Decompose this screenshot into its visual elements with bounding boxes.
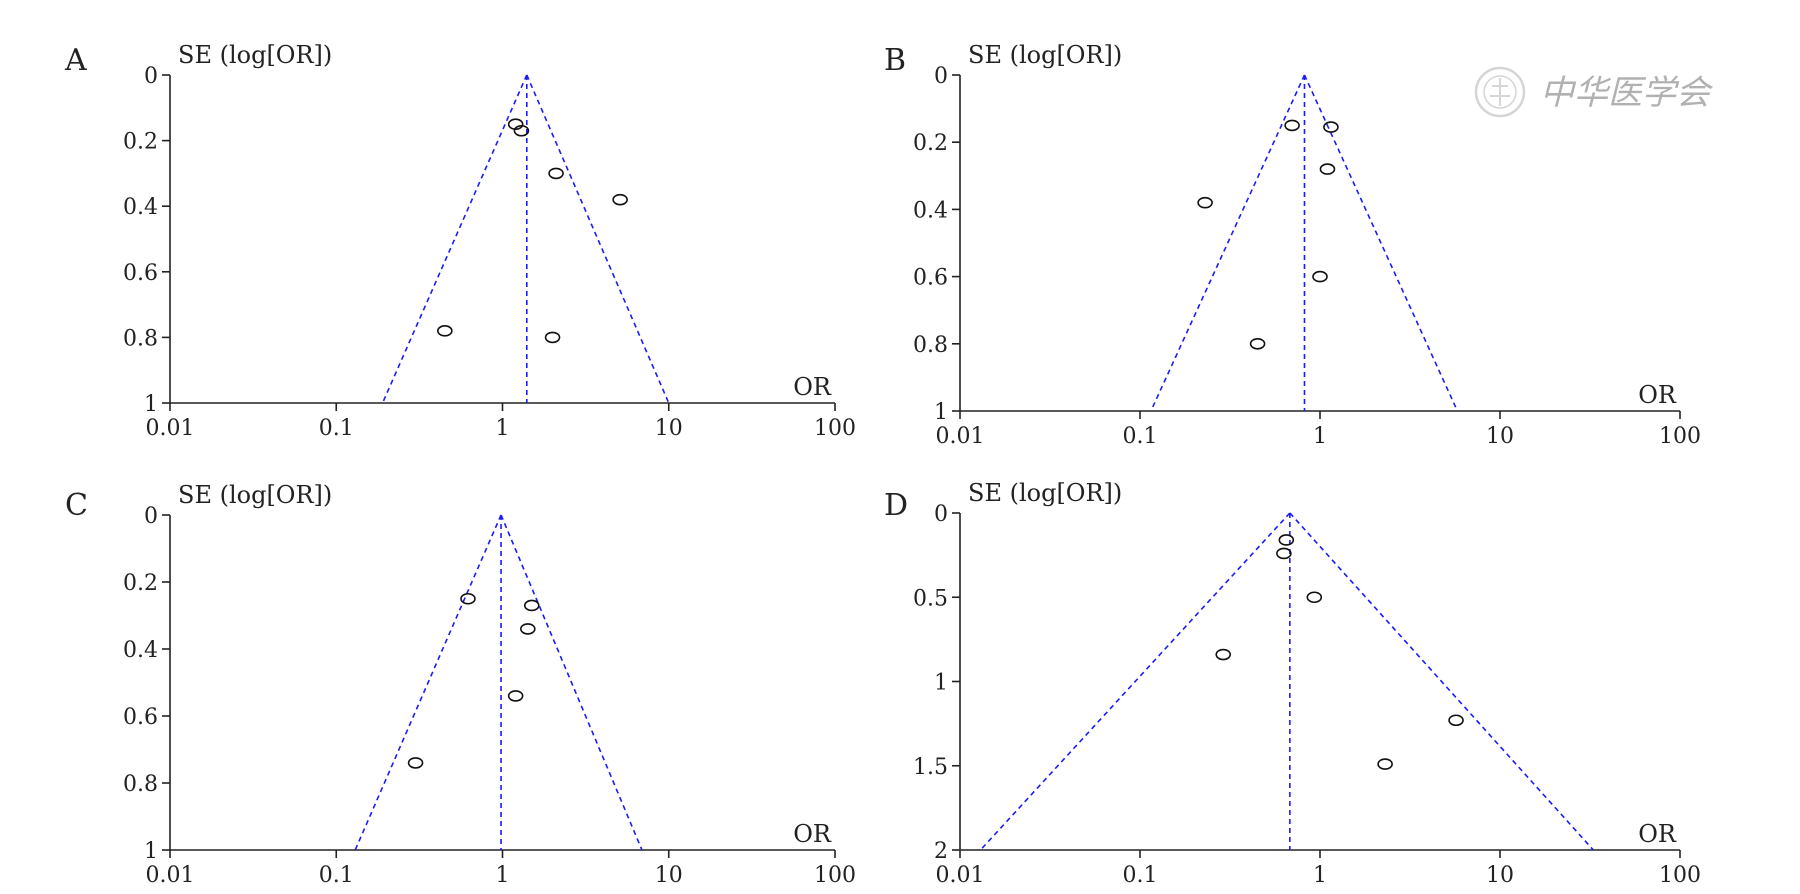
study-point bbox=[437, 325, 453, 337]
x-tick-label: 0.01 bbox=[146, 863, 195, 888]
funnel-left-boundary bbox=[381, 74, 528, 404]
y-tick-label: 1 bbox=[934, 400, 948, 425]
y-tick-label: 0.5 bbox=[913, 586, 948, 611]
y-tick-label: 0.2 bbox=[123, 130, 158, 155]
study-point bbox=[1306, 591, 1323, 604]
x-tick-label: 10 bbox=[655, 863, 683, 888]
x-tick-label: 100 bbox=[814, 416, 856, 441]
y-tick-label: 0.4 bbox=[123, 638, 158, 663]
study-point bbox=[612, 193, 628, 206]
study-point bbox=[548, 167, 564, 180]
y-tick-label: 2 bbox=[934, 839, 948, 864]
x-tick-label: 0.01 bbox=[936, 424, 985, 449]
study-point bbox=[460, 592, 476, 605]
panel-label: A bbox=[64, 43, 87, 78]
x-axis-title: OR bbox=[1638, 820, 1677, 848]
watermark-text: 中华医学会 bbox=[1540, 73, 1714, 113]
study-point bbox=[1448, 714, 1464, 727]
y-tick-label: 0.6 bbox=[913, 266, 948, 291]
x-tick-label: 10 bbox=[655, 416, 683, 441]
x-axis-title: OR bbox=[793, 820, 832, 848]
y-tick-label: 0.8 bbox=[123, 772, 158, 797]
x-axis-title: OR bbox=[793, 373, 832, 401]
y-tick-label: 0 bbox=[144, 64, 158, 89]
x-tick-label: 100 bbox=[814, 863, 856, 888]
study-point bbox=[523, 599, 540, 612]
study-point bbox=[513, 124, 530, 137]
watermark: 中华医学会 bbox=[1474, 66, 1714, 118]
y-axis-title: SE (log[OR]) bbox=[968, 479, 1122, 507]
study-point bbox=[507, 690, 524, 702]
y-tick-label: 0 bbox=[144, 504, 158, 529]
x-tick-label: 0.1 bbox=[319, 863, 354, 888]
funnel-right-boundary bbox=[1289, 512, 1594, 851]
y-tick-label: 1 bbox=[144, 392, 158, 417]
study-point bbox=[1197, 196, 1213, 209]
y-tick-label: 0.2 bbox=[123, 571, 158, 596]
funnel-left-boundary bbox=[354, 514, 502, 851]
x-tick-label: 1 bbox=[496, 863, 510, 888]
funnel-right-boundary bbox=[1303, 74, 1459, 412]
x-tick-label: 0.01 bbox=[146, 416, 195, 441]
y-axis-title: SE (log[OR]) bbox=[178, 481, 332, 509]
x-tick-label: 10 bbox=[1486, 863, 1514, 888]
funnel-right-boundary bbox=[526, 74, 670, 404]
funnel-left-boundary bbox=[979, 512, 1291, 851]
x-tick-label: 0.01 bbox=[936, 863, 985, 888]
y-tick-label: 0.8 bbox=[913, 333, 948, 358]
y-tick-label: 1 bbox=[934, 671, 948, 696]
x-tick-label: 100 bbox=[1659, 424, 1701, 449]
y-tick-label: 0.6 bbox=[123, 261, 158, 286]
x-tick-label: 10 bbox=[1486, 424, 1514, 449]
study-point bbox=[407, 757, 424, 769]
study-point bbox=[1215, 648, 1232, 661]
y-tick-label: 0.8 bbox=[123, 326, 158, 351]
study-point bbox=[1377, 758, 1393, 770]
funnel-plot-panel-d: D SE (log[OR]) OR 0 0.5 1 1.5 20.01 0.1 1 10 100 bbox=[884, 479, 1701, 888]
funnel-left-boundary bbox=[1150, 74, 1306, 412]
society-seal-icon bbox=[1474, 66, 1526, 118]
study-point bbox=[544, 331, 561, 344]
x-tick-label: 0.1 bbox=[319, 416, 354, 441]
panel-label: C bbox=[65, 488, 88, 523]
study-point bbox=[520, 623, 536, 635]
x-tick-label: 0.1 bbox=[1123, 424, 1158, 449]
panel-label: D bbox=[884, 488, 908, 523]
y-tick-label: 0.4 bbox=[913, 198, 948, 223]
x-tick-label: 1 bbox=[496, 416, 510, 441]
study-point bbox=[1319, 163, 1336, 175]
study-point bbox=[1323, 121, 1339, 133]
y-tick-label: 0.2 bbox=[913, 131, 948, 156]
x-axis-title: OR bbox=[1638, 381, 1677, 409]
y-axis-title: SE (log[OR]) bbox=[178, 41, 332, 69]
x-tick-label: 100 bbox=[1659, 863, 1701, 888]
y-tick-label: 1.5 bbox=[913, 755, 948, 780]
study-point bbox=[1276, 547, 1292, 560]
study-point bbox=[1312, 270, 1328, 283]
y-axis-title: SE (log[OR]) bbox=[968, 41, 1122, 69]
x-tick-label: 1 bbox=[1313, 863, 1327, 888]
study-point bbox=[1249, 337, 1266, 350]
funnel-right-boundary bbox=[500, 514, 643, 851]
study-point bbox=[1284, 119, 1300, 132]
panel-label: B bbox=[884, 43, 906, 78]
y-tick-label: 0 bbox=[934, 64, 948, 89]
study-point bbox=[1278, 534, 1295, 546]
x-tick-label: 0.1 bbox=[1123, 863, 1158, 888]
y-tick-label: 0.6 bbox=[123, 705, 158, 730]
x-tick-label: 1 bbox=[1313, 424, 1327, 449]
y-tick-label: 0 bbox=[934, 502, 948, 527]
y-tick-label: 1 bbox=[144, 839, 158, 864]
y-tick-label: 0.4 bbox=[123, 195, 158, 220]
